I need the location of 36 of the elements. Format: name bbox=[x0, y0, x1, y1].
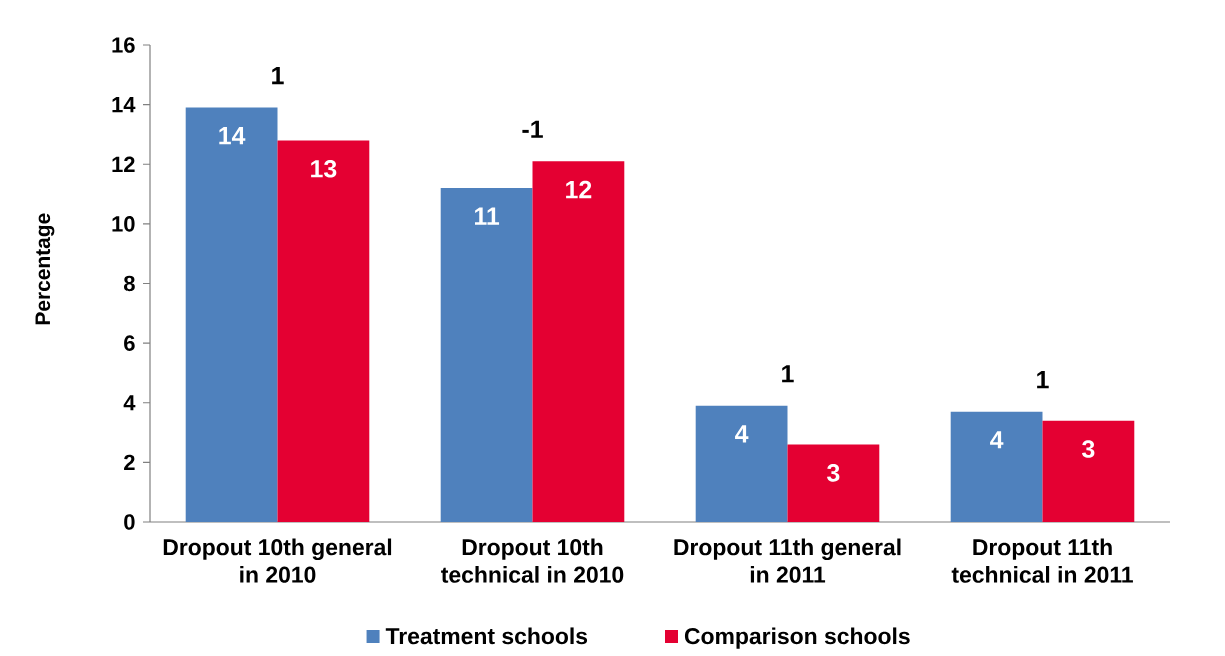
annotation: -1 bbox=[522, 120, 543, 138]
y-tick-label: 14 bbox=[112, 97, 136, 113]
annotation: 1 bbox=[272, 67, 284, 85]
x-tick-label: Dropout 10th general in 2010 bbox=[163, 538, 392, 583]
bar bbox=[185, 107, 278, 522]
y-tick-label: 0 bbox=[124, 514, 135, 530]
data-label: 4 bbox=[990, 431, 1004, 449]
data-label: 3 bbox=[827, 464, 840, 482]
bar bbox=[695, 405, 788, 522]
data-label: 11 bbox=[475, 207, 500, 225]
legend-label: Comparison schools bbox=[684, 627, 910, 649]
y-tick-label: 6 bbox=[124, 335, 135, 351]
y-tick-label: 12 bbox=[112, 156, 135, 172]
legend-label: Treatment schools bbox=[385, 627, 588, 645]
y-tick-label: 16 bbox=[112, 37, 135, 53]
data-label: 13 bbox=[311, 159, 337, 178]
bar bbox=[277, 140, 370, 522]
data-label: 4 bbox=[735, 425, 749, 443]
bar bbox=[532, 161, 625, 522]
bar bbox=[950, 411, 1043, 522]
annotation: 1 bbox=[782, 365, 794, 383]
y-tick-label: 10 bbox=[112, 216, 135, 232]
y-tick-label: 4 bbox=[123, 395, 136, 411]
y-tick-label: 2 bbox=[124, 454, 135, 471]
bar bbox=[1042, 420, 1135, 522]
y-tick-label: 8 bbox=[123, 275, 135, 292]
x-tick-label: Dropout 10th technical in 2010 bbox=[441, 538, 624, 583]
data-label: 12 bbox=[566, 180, 592, 199]
bar bbox=[787, 444, 880, 522]
annotation: 1 bbox=[1037, 371, 1049, 389]
x-tick-label: Dropout 11th technical in 2011 bbox=[951, 538, 1133, 583]
data-label: 14 bbox=[219, 127, 246, 145]
y-axis-title: Percentage bbox=[35, 213, 55, 325]
bar bbox=[440, 188, 533, 522]
data-label: 3 bbox=[1082, 440, 1095, 458]
x-tick-label: Dropout 11th general in 2011 bbox=[674, 538, 901, 583]
